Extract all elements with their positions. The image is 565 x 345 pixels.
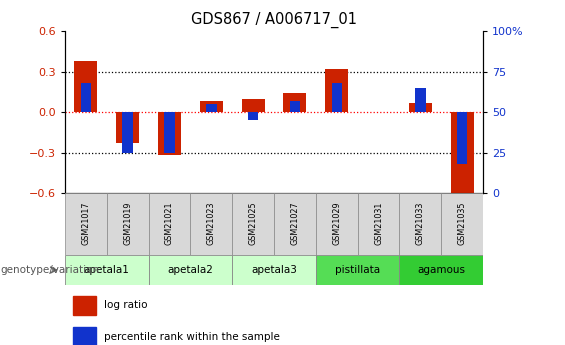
Bar — [409, 103, 432, 112]
Bar — [284, 93, 306, 112]
Bar — [107, 193, 149, 255]
Bar — [232, 193, 274, 255]
Bar — [415, 88, 425, 112]
Bar — [290, 101, 300, 112]
Bar — [75, 61, 97, 112]
Bar — [116, 112, 139, 143]
Text: GSM21019: GSM21019 — [123, 201, 132, 245]
Text: agamous: agamous — [418, 265, 465, 275]
Bar — [158, 112, 181, 155]
Text: GSM21025: GSM21025 — [249, 201, 258, 245]
Bar — [274, 193, 316, 255]
Text: log ratio: log ratio — [105, 300, 148, 310]
Bar — [451, 112, 473, 196]
Text: GSM21035: GSM21035 — [458, 201, 467, 245]
Bar — [399, 255, 483, 285]
Bar — [242, 99, 264, 112]
Bar — [123, 112, 133, 152]
Text: apetala2: apetala2 — [167, 265, 214, 275]
Text: GSM21029: GSM21029 — [332, 201, 341, 245]
Bar — [65, 255, 149, 285]
Bar — [149, 193, 190, 255]
Bar — [164, 112, 175, 152]
Bar — [332, 83, 342, 112]
Bar — [232, 255, 316, 285]
Bar — [325, 69, 348, 112]
Text: genotype/variation: genotype/variation — [0, 265, 99, 275]
Bar — [190, 193, 232, 255]
Bar — [316, 255, 399, 285]
Bar — [457, 112, 467, 164]
Text: GSM21021: GSM21021 — [165, 201, 174, 245]
Bar — [200, 101, 223, 112]
Bar — [149, 255, 232, 285]
Bar — [316, 193, 358, 255]
Text: apetala3: apetala3 — [251, 265, 297, 275]
Bar — [399, 193, 441, 255]
Bar — [248, 112, 258, 120]
Text: GSM21031: GSM21031 — [374, 201, 383, 245]
Bar — [358, 193, 399, 255]
Bar — [65, 193, 107, 255]
Bar — [206, 104, 216, 112]
Text: percentile rank within the sample: percentile rank within the sample — [105, 332, 280, 342]
Text: GSM21033: GSM21033 — [416, 201, 425, 245]
Bar — [441, 193, 483, 255]
Text: GSM21023: GSM21023 — [207, 201, 216, 245]
Title: GDS867 / A006717_01: GDS867 / A006717_01 — [191, 12, 357, 28]
Bar — [73, 327, 96, 345]
Bar — [81, 83, 91, 112]
Bar — [73, 296, 96, 315]
Text: apetala1: apetala1 — [84, 265, 130, 275]
Text: GSM21027: GSM21027 — [290, 201, 299, 245]
Text: pistillata: pistillata — [335, 265, 380, 275]
Text: GSM21017: GSM21017 — [81, 201, 90, 245]
